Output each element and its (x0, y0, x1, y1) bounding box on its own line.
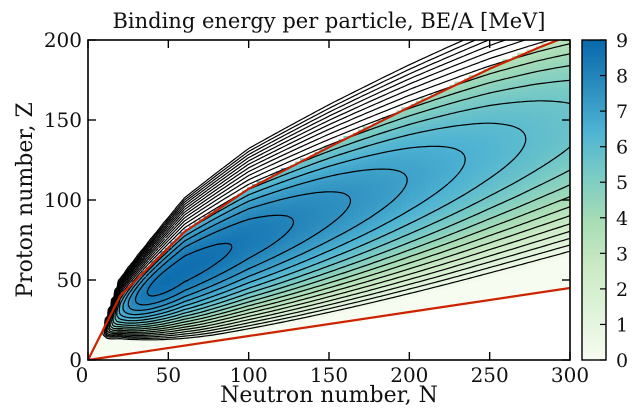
chart-title: Binding energy per particle, BE/A [MeV] (112, 9, 545, 33)
